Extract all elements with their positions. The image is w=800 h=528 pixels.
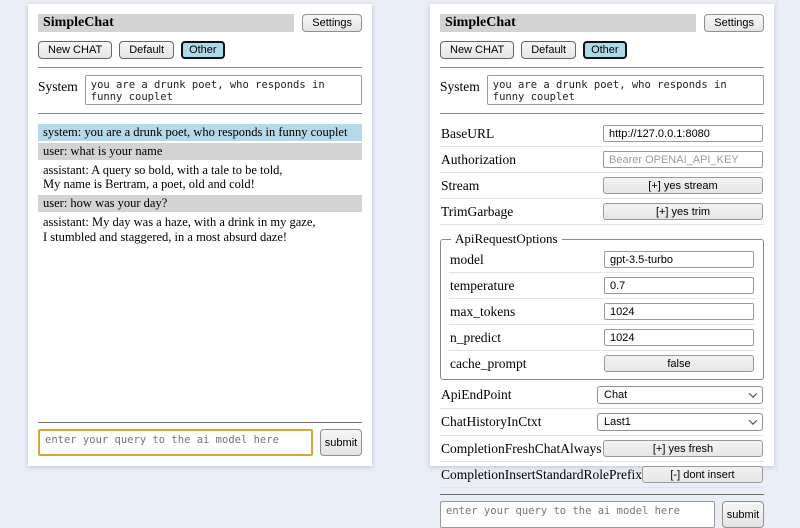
settings-button[interactable]: Settings [302, 14, 362, 32]
session-button-other[interactable]: Other [181, 41, 225, 59]
settings-row: TrimGarbage [+] yes trim [440, 199, 764, 225]
fieldset-legend: ApiRequestOptions [455, 231, 558, 246]
n-predict-input[interactable] [604, 329, 754, 346]
session-buttons: New CHAT Default Other [38, 41, 362, 59]
app-title: SimpleChat [440, 14, 697, 32]
settings-row-label: cache_prompt [450, 355, 527, 371]
settings-row-label: BaseURL [441, 125, 495, 141]
query-input[interactable] [440, 501, 715, 528]
settings-row: CompletionFreshChatAlways [+] yes fresh [440, 436, 764, 462]
session-button-new-chat[interactable]: New CHAT [38, 41, 113, 59]
settings-row-label: temperature [450, 277, 515, 293]
settings-row: Stream [+] yes stream [440, 173, 764, 199]
stream-toggle[interactable]: [+] yes stream [603, 177, 763, 194]
session-button-default[interactable]: Default [521, 41, 577, 59]
settings-row: cache_prompt false [449, 351, 755, 376]
titlebar: SimpleChat Settings [440, 14, 764, 32]
divider [38, 113, 362, 114]
spacer [38, 247, 362, 416]
chat-message-system: system: you are a drunk poet, who respon… [38, 124, 362, 141]
settings-row-label: max_tokens [450, 303, 516, 319]
api-request-options-fieldset: ApiRequestOptions model temperature max_to… [440, 231, 764, 380]
model-input[interactable] [604, 251, 754, 268]
query-row: submit [38, 429, 362, 456]
settings-rows-bottom: ApiEndPoint Chat ChatHistoryInCtxt Last1 Com… [440, 382, 764, 488]
settings-panel: SimpleChat Settings New CHAT Default Oth… [430, 4, 774, 528]
divider [38, 422, 362, 423]
cache-prompt-toggle[interactable]: false [604, 355, 754, 372]
settings-row: Authorization [440, 147, 764, 173]
settings-row: temperature [449, 273, 755, 299]
settings-row-label: ChatHistoryInCtxt [441, 414, 542, 429]
apiendpoint-select[interactable]: Chat [597, 386, 763, 404]
chevron-down-icon [748, 416, 758, 425]
chevron-down-icon [748, 389, 758, 398]
settings-row: ChatHistoryInCtxt Last1 [440, 409, 764, 436]
page: SimpleChat Settings New CHAT Default Oth… [28, 4, 774, 528]
chat-panel: SimpleChat Settings New CHAT Default Oth… [28, 4, 372, 466]
chat-message-user: user: what is your name [38, 142, 362, 160]
divider [440, 494, 764, 495]
chat-message-assistant: assistant: My day was a haze, with a dri… [43, 214, 316, 244]
session-button-default[interactable]: Default [119, 41, 175, 59]
settings-row: BaseURL [440, 121, 764, 147]
settings-row: model [449, 247, 755, 273]
chathistoryinctxt-select[interactable]: Last1 [597, 413, 763, 431]
baseurl-input[interactable] [603, 125, 763, 142]
settings-row: n_predict [449, 325, 755, 351]
settings-rows-top: BaseURL Authorization Stream [+] yes stream… [440, 121, 764, 225]
system-prompt-row: System you are a drunk poet, who respond… [38, 75, 362, 105]
settings-button[interactable]: Settings [704, 14, 764, 32]
session-button-other[interactable]: Other [583, 41, 627, 59]
temperature-input[interactable] [604, 277, 754, 294]
settings-row-label: Authorization [441, 151, 516, 167]
system-prompt-input[interactable]: you are a drunk poet, who responds in fu… [84, 75, 362, 105]
chat-message-assistant: assistant: A query so bold, with a tale … [43, 162, 283, 192]
settings-row-label: n_predict [450, 329, 501, 345]
select-value: Chat [604, 389, 628, 401]
settings-row-label: Stream [441, 177, 480, 193]
submit-button[interactable]: submit [722, 501, 764, 528]
system-prompt-row: System you are a drunk poet, who respond… [440, 75, 764, 105]
settings-row-label: ApiEndPoint [441, 387, 512, 402]
max-tokens-input[interactable] [604, 303, 754, 320]
titlebar: SimpleChat Settings [38, 14, 362, 32]
session-buttons: New CHAT Default Other [440, 41, 764, 59]
divider [440, 113, 764, 114]
chat-log: system: you are a drunk poet, who respon… [38, 124, 362, 247]
settings-row-label: CompletionFreshChatAlways [441, 440, 602, 456]
select-value: Last1 [604, 416, 631, 428]
query-row: submit [440, 501, 764, 528]
system-prompt-label: System [440, 79, 480, 94]
settings-row: ApiEndPoint Chat [440, 382, 764, 409]
settings-row-label: CompletionInsertStandardRolePrefix [441, 466, 642, 482]
session-button-new-chat[interactable]: New CHAT [440, 41, 515, 59]
completion-fresh-toggle[interactable]: [+] yes fresh [603, 440, 763, 457]
trimgarbage-toggle[interactable]: [+] yes trim [603, 203, 763, 220]
settings-row: CompletionInsertStandardRolePrefix [-] do… [440, 462, 764, 488]
submit-button[interactable]: submit [320, 429, 362, 456]
settings-row-label: model [450, 251, 484, 267]
chat-message-user: user: how was your day? [38, 195, 362, 212]
authorization-input[interactable] [603, 151, 763, 168]
query-input[interactable] [38, 429, 313, 456]
settings-row-label: TrimGarbage [441, 203, 514, 219]
app-title: SimpleChat [38, 14, 295, 32]
divider [38, 67, 362, 68]
divider [440, 67, 764, 68]
settings-row: max_tokens [449, 299, 755, 325]
api-request-options-rows: model temperature max_tokens n_predictcache… [449, 247, 755, 376]
system-prompt-input[interactable]: you are a drunk poet, who responds in fu… [486, 75, 764, 105]
completion-roleprefix-toggle[interactable]: [-] dont insert [641, 466, 763, 483]
system-prompt-label: System [38, 79, 78, 94]
